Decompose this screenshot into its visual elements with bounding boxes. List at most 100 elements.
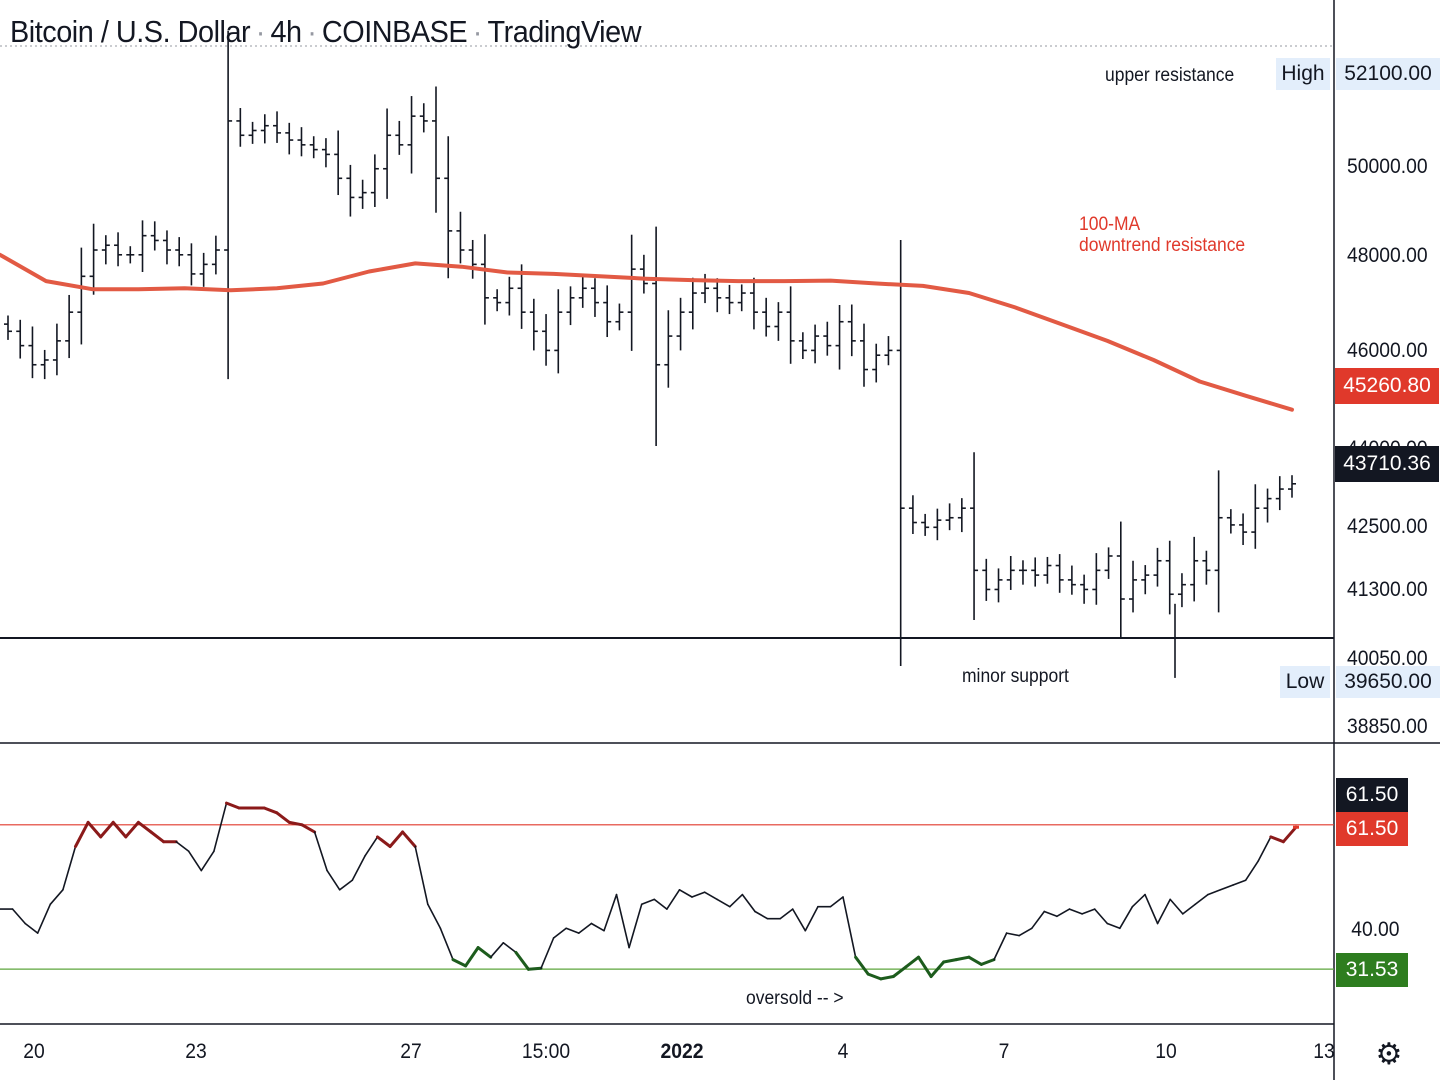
indicator-tick: 40.00 xyxy=(1351,918,1400,941)
oscillator-segment xyxy=(552,927,568,939)
oscillator-segment xyxy=(1182,903,1197,915)
oscillator-segment xyxy=(36,903,52,934)
oscillator-segment xyxy=(275,811,291,824)
price-tick: 50000.00 xyxy=(1347,155,1428,178)
exchange-label: COINBASE xyxy=(321,14,468,49)
oscillator-segment xyxy=(666,888,681,910)
oscillator-segment xyxy=(854,955,870,976)
oscillator-segment xyxy=(1194,893,1209,906)
oscillator-segment xyxy=(603,893,618,932)
low-value-text: 39650.00 xyxy=(1344,670,1432,693)
chart-title: Bitcoin / U.S. Dollar · 4h · COINBASE · Tradin… xyxy=(10,14,642,50)
oscillator-segment xyxy=(388,830,405,848)
platform-label: TradingView xyxy=(487,14,642,49)
time-tick: 7 xyxy=(998,1040,1010,1063)
oscillator-segment xyxy=(754,910,769,920)
oscillator-segment xyxy=(351,855,366,882)
oscillator-segment xyxy=(929,960,946,978)
indicator-dark-tag: 61.50 xyxy=(1336,778,1408,812)
oscillator-segment xyxy=(540,937,555,970)
oscillator-segment xyxy=(74,820,90,848)
price-tick: 41300.00 xyxy=(1347,578,1428,601)
oscillator-segment xyxy=(954,955,971,962)
oscillator-segment xyxy=(779,908,794,920)
oscillator-segment xyxy=(213,802,228,853)
oscillator-segment xyxy=(414,845,429,906)
oscillator-segment xyxy=(1257,836,1272,862)
oscillator-segment xyxy=(62,845,77,891)
ma-annotation-line2: downtrend resistance xyxy=(1079,235,1246,256)
price-tick: 40050.00 xyxy=(1347,647,1428,670)
oscillator-segment xyxy=(565,927,580,934)
price-tick: 42500.00 xyxy=(1347,515,1428,538)
oscillator-segment xyxy=(86,820,103,839)
oscillator-segment xyxy=(49,888,64,906)
oscillator-segment xyxy=(464,946,480,968)
oscillator-segment xyxy=(1244,860,1260,882)
gear-icon[interactable]: ⚙ xyxy=(1375,1037,1403,1071)
oscillator-segment xyxy=(489,941,505,959)
indicator-dark-text: 61.50 xyxy=(1345,783,1399,806)
oscillator-segment xyxy=(741,893,756,913)
oscillator-segment xyxy=(1131,893,1146,908)
high-value-tag: 52100.00 xyxy=(1336,58,1440,90)
oscillator-segment xyxy=(590,922,605,932)
oscillator-segment xyxy=(136,820,153,834)
upper-resistance-annotation: upper resistance xyxy=(1105,65,1235,86)
indicator-red-tag: 61.50 xyxy=(1336,812,1408,846)
oscillator-segment xyxy=(401,830,417,848)
oscillator-segment xyxy=(1081,908,1096,915)
indicator-red-text: 61.50 xyxy=(1345,817,1399,840)
oscillator-segment xyxy=(628,903,643,949)
ma-100-line xyxy=(0,252,1294,412)
time-tick: 20 xyxy=(23,1040,45,1063)
oscillator-segment xyxy=(24,922,39,934)
oversold-annotation: oversold -- > xyxy=(746,988,844,1009)
oscillator-segment xyxy=(11,908,27,925)
oscillator-segment xyxy=(338,879,354,891)
oscillator-segment xyxy=(527,966,543,971)
time-tick: 10 xyxy=(1155,1040,1177,1063)
low-label-tag: Low xyxy=(1280,666,1330,698)
ma-value-text: 45260.80 xyxy=(1343,374,1431,397)
oscillator-segment xyxy=(703,891,719,901)
high-label-tag: High xyxy=(1276,58,1330,90)
oscillator-segment xyxy=(728,893,744,908)
oscillator-segment xyxy=(1031,910,1046,930)
time-tick: 4 xyxy=(837,1040,849,1063)
last-price-tag: 43710.36 xyxy=(1335,446,1439,482)
oscillator-segment xyxy=(967,955,983,966)
oscillator-segment xyxy=(678,888,693,898)
oscillator-segment xyxy=(1232,879,1247,886)
indicator-lower-tag: 31.53 xyxy=(1336,953,1408,987)
oscillator-segment xyxy=(804,905,819,932)
ma-value-tag: 45260.80 xyxy=(1335,368,1439,404)
oscillator-segment xyxy=(1156,898,1171,925)
price-tick: 38850.00 xyxy=(1347,715,1428,738)
oscillator-segment xyxy=(577,922,593,934)
oscillator-segment xyxy=(653,898,668,910)
interval-label: 4h xyxy=(270,14,302,49)
oscillator-segment xyxy=(514,950,530,971)
last-price-text: 43710.36 xyxy=(1343,452,1431,475)
title-separator: · xyxy=(255,14,266,49)
oscillator-segment xyxy=(364,836,379,857)
oscillator-segment xyxy=(1018,927,1033,937)
oscillator-segment xyxy=(287,820,304,827)
oscillator-segment xyxy=(640,898,656,906)
oscillator-segment xyxy=(842,896,857,959)
oscillator-segment xyxy=(979,958,996,966)
oscillator-segment xyxy=(476,946,493,959)
indicator-lower-text: 31.53 xyxy=(1345,958,1399,981)
oscillator-segment xyxy=(615,893,630,949)
oscillator-segment xyxy=(313,831,328,872)
oscillator-segment xyxy=(866,972,883,981)
oscillator-segment xyxy=(1005,932,1021,937)
oscillator-segment xyxy=(993,932,1008,961)
oscillator-segment xyxy=(1056,908,1071,918)
oscillator-segment xyxy=(1119,905,1134,930)
oscillator-segment xyxy=(111,820,128,839)
oscillator-segment xyxy=(1068,908,1083,915)
oscillator-segment xyxy=(326,869,341,891)
